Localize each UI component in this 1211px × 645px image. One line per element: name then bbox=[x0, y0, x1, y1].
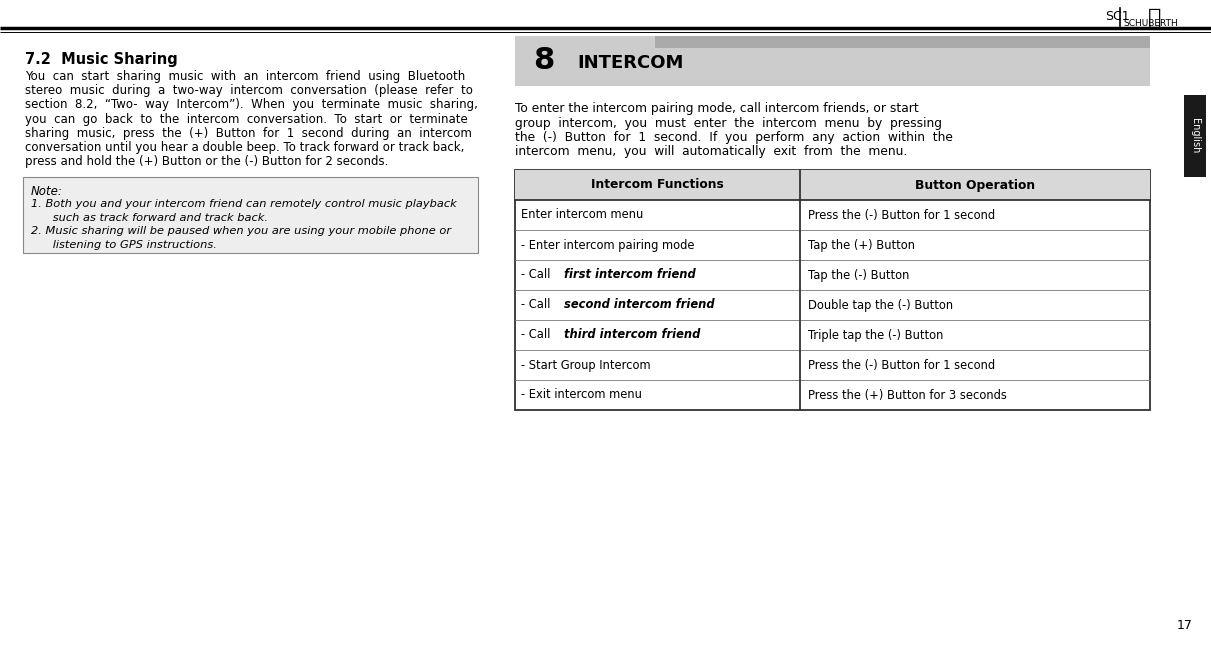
Text: SC1: SC1 bbox=[1104, 10, 1130, 23]
Text: Tap the (-) Button: Tap the (-) Button bbox=[808, 268, 909, 281]
Text: Intercom Functions: Intercom Functions bbox=[591, 179, 724, 192]
Bar bbox=[1184, 95, 1206, 177]
Text: - Call: - Call bbox=[521, 299, 553, 312]
Text: listening to GPS instructions.: listening to GPS instructions. bbox=[31, 240, 217, 250]
Text: group  intercom,  you  must  enter  the  intercom  menu  by  pressing: group intercom, you must enter the inter… bbox=[515, 117, 942, 130]
Text: SCHUBERTH: SCHUBERTH bbox=[1123, 19, 1178, 28]
Bar bbox=[655, 36, 1150, 48]
Text: 17: 17 bbox=[1177, 619, 1193, 632]
Text: You  can  start  sharing  music  with  an  intercom  friend  using  Bluetooth: You can start sharing music with an inte… bbox=[25, 70, 465, 83]
Text: Tap the (+) Button: Tap the (+) Button bbox=[808, 239, 916, 252]
Text: you  can  go  back  to  the  intercom  conversation.  To  start  or  terminate: you can go back to the intercom conversa… bbox=[25, 113, 467, 126]
Bar bbox=[23, 177, 478, 253]
Text: section  8.2,  “Two-  way  Intercom”).  When  you  terminate  music  sharing,: section 8.2, “Two- way Intercom”). When … bbox=[25, 99, 478, 112]
Text: 2. Music sharing will be paused when you are using your mobile phone or: 2. Music sharing will be paused when you… bbox=[31, 226, 450, 237]
Text: ⛑: ⛑ bbox=[1148, 8, 1161, 28]
Text: English: English bbox=[1190, 118, 1200, 154]
Text: third intercom friend: third intercom friend bbox=[563, 328, 700, 341]
Text: intercom  menu,  you  will  automatically  exit  from  the  menu.: intercom menu, you will automatically ex… bbox=[515, 146, 907, 159]
Text: To enter the intercom pairing mode, call intercom friends, or start: To enter the intercom pairing mode, call… bbox=[515, 102, 919, 115]
Text: sharing  music,  press  the  (+)  Button  for  1  second  during  an  intercom: sharing music, press the (+) Button for … bbox=[25, 127, 472, 140]
Text: 8: 8 bbox=[533, 46, 555, 75]
Text: stereo  music  during  a  two-way  intercom  conversation  (please  refer  to: stereo music during a two-way intercom c… bbox=[25, 84, 472, 97]
Text: such as track forward and track back.: such as track forward and track back. bbox=[31, 213, 268, 223]
Text: conversation until you hear a double beep. To track forward or track back,: conversation until you hear a double bee… bbox=[25, 141, 464, 154]
Bar bbox=[515, 36, 1150, 86]
Text: first intercom friend: first intercom friend bbox=[563, 268, 695, 281]
Bar bbox=[515, 170, 1150, 200]
Text: INTERCOM: INTERCOM bbox=[576, 54, 683, 72]
Text: Enter intercom menu: Enter intercom menu bbox=[521, 208, 643, 221]
Text: Button Operation: Button Operation bbox=[916, 179, 1035, 192]
Text: - Call: - Call bbox=[521, 268, 553, 281]
Text: Press the (+) Button for 3 seconds: Press the (+) Button for 3 seconds bbox=[808, 388, 1006, 401]
Text: the  (-)  Button  for  1  second.  If  you  perform  any  action  within  the: the (-) Button for 1 second. If you perf… bbox=[515, 131, 953, 144]
Text: press and hold the (+) Button or the (-) Button for 2 seconds.: press and hold the (+) Button or the (-)… bbox=[25, 155, 389, 168]
Text: - Call: - Call bbox=[521, 328, 553, 341]
Text: - Enter intercom pairing mode: - Enter intercom pairing mode bbox=[521, 239, 694, 252]
Text: 1. Both you and your intercom friend can remotely control music playback: 1. Both you and your intercom friend can… bbox=[31, 199, 457, 210]
Text: 7.2  Music Sharing: 7.2 Music Sharing bbox=[25, 52, 178, 67]
Text: - Start Group Intercom: - Start Group Intercom bbox=[521, 359, 650, 372]
Bar bbox=[515, 170, 1150, 410]
Text: second intercom friend: second intercom friend bbox=[563, 299, 714, 312]
Text: Double tap the (-) Button: Double tap the (-) Button bbox=[808, 299, 953, 312]
Text: Press the (-) Button for 1 second: Press the (-) Button for 1 second bbox=[808, 359, 995, 372]
Text: Note:: Note: bbox=[31, 185, 63, 199]
Text: - Exit intercom menu: - Exit intercom menu bbox=[521, 388, 642, 401]
Text: Triple tap the (-) Button: Triple tap the (-) Button bbox=[808, 328, 943, 341]
Text: Press the (-) Button for 1 second: Press the (-) Button for 1 second bbox=[808, 208, 995, 221]
